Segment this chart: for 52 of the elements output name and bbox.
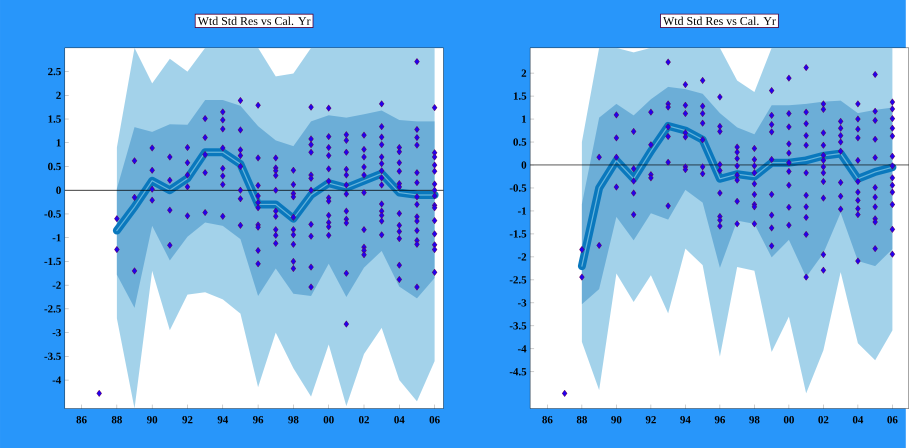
- y-tick-label: 1: [56, 138, 61, 146]
- x-tick-label: 98: [749, 416, 760, 424]
- y-tick-label: 0.5: [513, 138, 526, 146]
- x-tick-label: 02: [358, 416, 369, 424]
- x-tick-label: 98: [288, 416, 298, 424]
- y-tick-label: -2.5: [510, 276, 526, 284]
- y-tick-label: -2.5: [44, 304, 61, 312]
- x-tick-label: 04: [852, 416, 864, 424]
- y-tick-label: 1: [522, 115, 526, 122]
- x-tick-label: 96: [252, 416, 264, 424]
- x-tick-label: 92: [646, 416, 656, 424]
- x-tick-label: 88: [576, 416, 587, 424]
- x-tick-label: 86: [542, 416, 553, 424]
- y-tick-label: 0: [56, 186, 61, 194]
- x-tick-label: 88: [112, 416, 122, 424]
- y-tick-label: -1: [518, 207, 526, 214]
- x-tick-label: 86: [76, 416, 87, 424]
- y-tick-label: 0: [522, 161, 526, 168]
- y-tick-label: -3: [518, 298, 526, 306]
- x-tick-label: 00: [324, 416, 334, 424]
- x-tick-label: 00: [784, 416, 794, 424]
- y-tick-label: -4: [52, 376, 62, 384]
- x-tick-label: 06: [887, 416, 898, 424]
- x-tick-label: 96: [714, 416, 726, 424]
- x-tick-label: 94: [680, 416, 691, 424]
- y-tick-label: 2.5: [48, 68, 61, 76]
- y-tick-label: -0.5: [510, 184, 526, 192]
- y-tick-label: -3: [52, 328, 61, 336]
- y-tick-label: 1.5: [48, 115, 61, 123]
- y-tick-label: 2: [522, 69, 526, 77]
- x-tick-label: 92: [182, 416, 192, 424]
- y-tick-label: 1.5: [514, 92, 526, 100]
- y-tick-label: -1.5: [510, 230, 526, 238]
- x-tick-label: 90: [611, 416, 622, 424]
- y-tick-label: 2: [56, 91, 61, 99]
- y-tick-label: -4.5: [510, 368, 526, 376]
- y-tick-label: -2: [52, 281, 61, 289]
- y-tick-label: -3.5: [44, 352, 61, 360]
- y-tick-label: -4: [518, 345, 526, 352]
- chart-title: Wtd Std Res vs Cal. Yr: [198, 16, 310, 25]
- x-tick-label: 90: [147, 416, 158, 424]
- x-tick-label: 06: [430, 416, 440, 424]
- x-tick-label: 02: [818, 416, 828, 424]
- y-tick-label: -2: [518, 253, 526, 260]
- y-tick-label: -0.5: [44, 210, 61, 218]
- y-tick-label: -1: [52, 234, 61, 242]
- x-tick-label: 04: [394, 416, 405, 424]
- x-tick-label: 94: [218, 416, 228, 424]
- y-tick-label: 0.5: [48, 162, 61, 170]
- y-tick-label: -3.5: [510, 322, 526, 330]
- chart-title: Wtd Std Res vs Cal. Yr: [663, 16, 776, 25]
- y-tick-label: -1.5: [44, 258, 61, 265]
